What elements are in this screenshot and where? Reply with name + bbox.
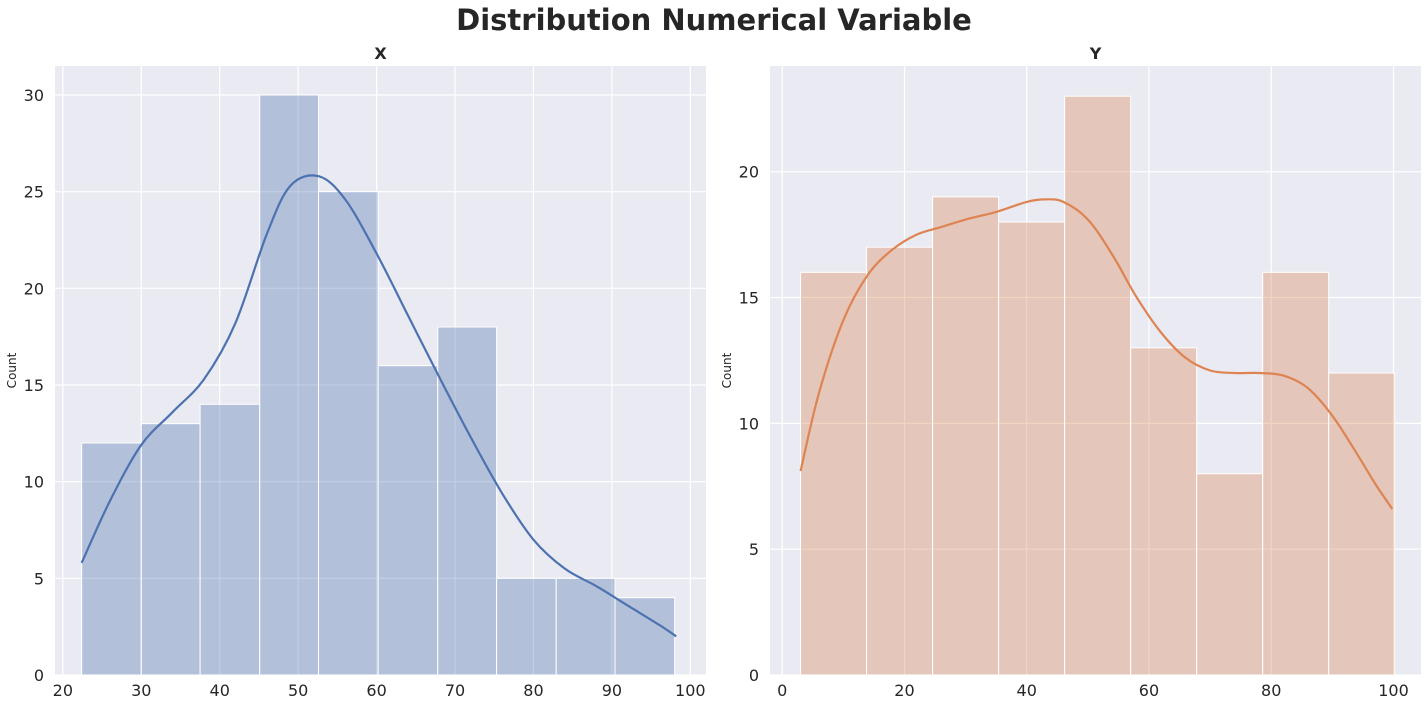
- histogram-bar: [1130, 347, 1198, 676]
- y-tick-label: 10: [739, 414, 759, 433]
- x-tick-label: 80: [523, 681, 543, 700]
- panel-x: 20 30 40 50 60 70 80 90 100 0 5 10 15 20 25 30 X Count: [5, 44, 706, 700]
- histogram-bar: [437, 326, 498, 676]
- histogram-bar: [1262, 271, 1330, 676]
- panel-title: Y: [1089, 44, 1102, 63]
- x-tick-label: 70: [445, 681, 465, 700]
- y-tick-label: 5: [34, 569, 44, 588]
- y-tick-label: 5: [749, 540, 759, 559]
- histogram-bar: [140, 423, 201, 676]
- panel-y: 0 20 40 60 80 100 0 5 10 15 20 Y Count: [720, 44, 1421, 700]
- y-axis-label: Count: [720, 352, 734, 388]
- x-tick-label: 50: [288, 681, 308, 700]
- figure-title: Distribution Numerical Variable: [456, 3, 972, 37]
- y-tick-label: 0: [749, 666, 759, 685]
- kde-line: [80, 174, 677, 638]
- y-tick-label: 0: [34, 666, 44, 685]
- x-tick-label: 80: [1261, 681, 1281, 700]
- y-tick-label: 20: [24, 279, 44, 298]
- histogram-bar: [866, 246, 934, 676]
- histogram-bar: [555, 577, 616, 676]
- histogram-bar: [1196, 473, 1264, 676]
- y-tick-label: 30: [24, 86, 44, 105]
- histogram-bar: [199, 403, 261, 676]
- histogram-bar: [81, 442, 142, 676]
- histogram-bar: [1328, 372, 1396, 676]
- y-tick-label: 25: [24, 183, 44, 202]
- x-tick-label: 100: [1378, 681, 1409, 700]
- x-tick-label: 30: [131, 681, 151, 700]
- x-tick-label: 60: [366, 681, 386, 700]
- x-tick-label: 40: [210, 681, 230, 700]
- plot-area: [770, 66, 1421, 675]
- x-tick-label: 20: [894, 681, 914, 700]
- y-tick-label: 20: [739, 163, 759, 182]
- kde-line: [799, 198, 1394, 510]
- histogram-bar: [998, 221, 1066, 676]
- histogram-bar: [496, 577, 557, 676]
- histogram-bar: [932, 196, 1000, 676]
- x-tick-label: 90: [602, 681, 622, 700]
- histogram-bar: [1064, 95, 1132, 676]
- y-tick-label: 10: [24, 473, 44, 492]
- x-tick-label: 40: [1017, 681, 1037, 700]
- histogram-bar: [614, 597, 676, 676]
- x-tick-label: 60: [1139, 681, 1159, 700]
- y-tick-label: 15: [24, 376, 44, 395]
- y-tick-label: 15: [739, 289, 759, 308]
- panel-title: X: [374, 44, 387, 63]
- y-axis-label: Count: [5, 352, 19, 388]
- x-tick-label: 100: [675, 681, 706, 700]
- x-tick-label: 20: [53, 681, 73, 700]
- histogram-bar: [800, 271, 868, 676]
- histogram-bar: [259, 94, 320, 676]
- plot-area: [55, 66, 706, 675]
- histogram-bar: [318, 191, 379, 676]
- histogram-bar: [377, 365, 439, 676]
- x-tick-label: 0: [777, 681, 787, 700]
